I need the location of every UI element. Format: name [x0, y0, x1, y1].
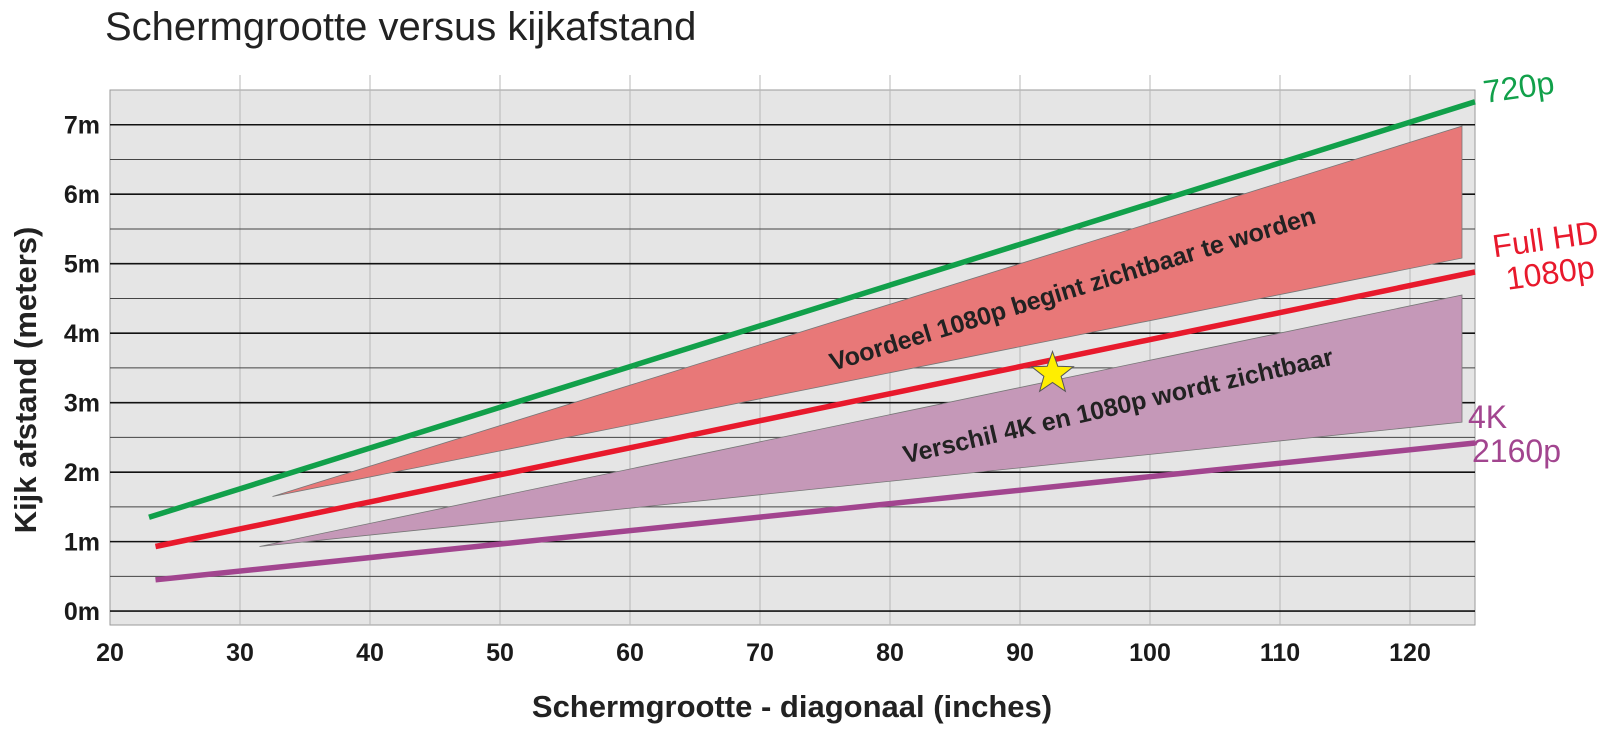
x-tick-label: 40: [356, 639, 384, 667]
x-tick-label: 30: [226, 639, 254, 667]
series-label-line: 4K: [1468, 399, 1507, 435]
x-tick-label: 50: [486, 639, 514, 667]
x-tick-label: 90: [1006, 639, 1034, 667]
y-tick-label: 4m: [64, 320, 100, 348]
series-label: Full HD1080p: [1490, 214, 1605, 298]
x-tick-label: 60: [616, 639, 644, 667]
bands: [259, 125, 1463, 547]
x-tick-label: 70: [746, 639, 774, 667]
y-axis-title: Kijk afstand (meters): [8, 227, 43, 534]
y-tick-label: 7m: [64, 112, 100, 140]
y-axis-ticks: 0m 1m 2m 3m 4m 5m 6m 7m: [64, 112, 100, 626]
y-tick-label: 2m: [64, 459, 100, 487]
series-label-line: 2160p: [1472, 433, 1561, 469]
x-axis-title: Schermgrootte - diagonaal (inches): [532, 689, 1052, 724]
x-tick-label: 80: [876, 639, 904, 667]
y-tick-label: 1m: [64, 529, 100, 557]
y-tick-label: 0m: [64, 598, 100, 626]
star-marker: [1030, 350, 1075, 393]
horizontal-gridlines: [110, 123, 1475, 612]
x-tick-label: 20: [96, 639, 124, 667]
x-tick-label: 100: [1129, 639, 1171, 667]
series-lines: [148, 99, 1476, 583]
series-labels: 720p Full HD1080p 4K 2160p: [1468, 64, 1605, 469]
band-area: [259, 294, 1463, 547]
series-line: [154, 269, 1476, 550]
series-label: 720p: [1481, 64, 1557, 110]
chart-title: Schermgrootte versus kijkafstand: [105, 5, 696, 49]
y-tick-label: 5m: [64, 251, 100, 279]
series-line: [148, 99, 1476, 520]
y-tick-label: 3m: [64, 390, 100, 418]
x-axis-ticks: 20 30 40 50 60 70 80 90 100 110 120: [96, 639, 1431, 667]
series-line: [155, 440, 1476, 583]
annotations: [1030, 350, 1075, 393]
y-tick-label: 6m: [64, 181, 100, 209]
band-area: [272, 125, 1463, 497]
x-tick-label: 110: [1260, 639, 1300, 667]
x-tick-label: 120: [1389, 639, 1431, 667]
series-label: 4K 2160p: [1468, 399, 1561, 469]
series-label-line: 720p: [1481, 64, 1557, 110]
